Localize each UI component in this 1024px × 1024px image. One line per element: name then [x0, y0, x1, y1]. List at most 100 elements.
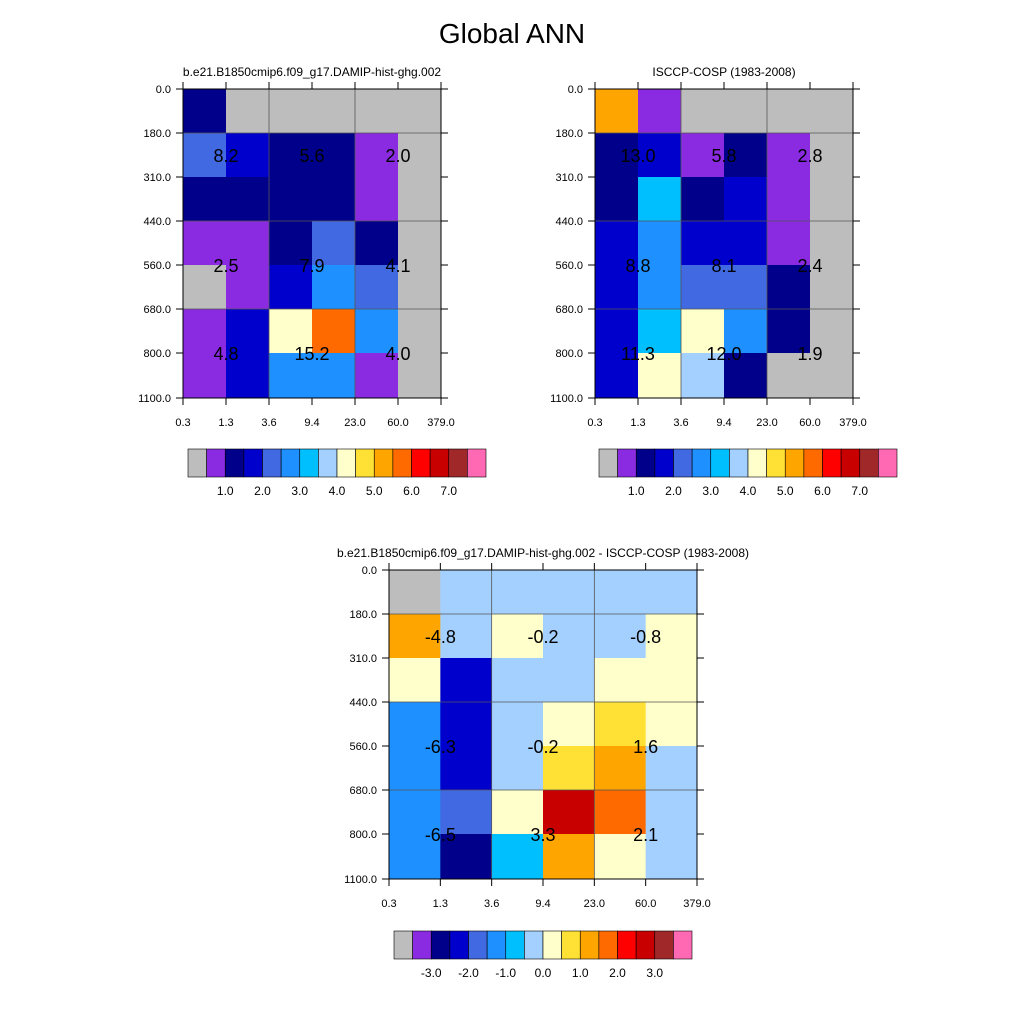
- colorbar-swatch: [411, 448, 431, 478]
- colorbar-label: 1.0: [628, 484, 645, 498]
- colorbar-swatch: [355, 448, 375, 478]
- x-tick-label: 60.0: [635, 898, 656, 910]
- data-label: 15.2: [294, 344, 329, 364]
- heatmap-cell: [724, 133, 768, 178]
- y-tick-label: 680.0: [349, 785, 377, 797]
- data-label: 13.0: [620, 146, 655, 166]
- heatmap-cell: [269, 221, 313, 266]
- colorbar-swatch: [299, 448, 319, 478]
- heatmap-cell: [595, 221, 639, 266]
- colorbar-swatch: [429, 448, 450, 478]
- heatmap-cell: [226, 89, 270, 134]
- heatmap-cell: [645, 746, 698, 791]
- x-tick-label: 60.0: [799, 417, 820, 429]
- colorbar-swatch: [505, 930, 525, 960]
- colorbar-swatch: [673, 930, 693, 960]
- colorbar-swatch: [524, 930, 544, 960]
- heatmap-cell: [269, 353, 313, 399]
- heatmap-cell: [389, 614, 441, 659]
- colorbar-label: 1.0: [572, 966, 589, 980]
- heatmap-cell: [638, 133, 682, 178]
- heatmap-cell: [810, 133, 854, 178]
- colorbar-swatch: [468, 930, 488, 960]
- heatmap-cell: [389, 834, 441, 880]
- colorbar-label: 2.0: [254, 484, 271, 498]
- data-label: 2.8: [797, 146, 822, 166]
- colorbar-swatch: [486, 930, 507, 960]
- chart-obs: ISCCP-COSP (1983-2008) 0.0 180.0 310.0 440.0…: [550, 65, 898, 498]
- colorbar-swatch: [654, 930, 674, 960]
- heatmap-cell: [681, 265, 725, 310]
- colorbar-swatch: [187, 448, 207, 478]
- y-tick-label: 680.0: [143, 304, 171, 316]
- x-tick-label: 1.3: [433, 898, 448, 910]
- heatmap-cell: [226, 353, 270, 399]
- x-tick-label: 3.6: [484, 898, 499, 910]
- heatmap-cell: [226, 133, 270, 178]
- heatmap-cell: [398, 353, 442, 399]
- heatmap-cell: [312, 89, 356, 134]
- heatmap-cell: [269, 309, 313, 354]
- heatmap-cell: [810, 309, 854, 354]
- colorbar-label: 5.0: [777, 484, 794, 498]
- colorbar-swatch: [449, 930, 469, 960]
- x-tick-label: 23.0: [756, 417, 777, 429]
- heatmap-cell: [543, 658, 595, 703]
- heatmap-cell: [767, 309, 811, 354]
- heatmap-cell: [440, 702, 493, 747]
- x-tick-label: 0.3: [175, 417, 190, 429]
- data-label: 8.1: [711, 256, 736, 276]
- heatmap-cell: [810, 353, 854, 399]
- data-label: 4.1: [385, 256, 410, 276]
- heatmap-cell: [312, 177, 356, 222]
- heatmap-cell: [645, 570, 698, 615]
- colorbar-label: 7.0: [440, 484, 457, 498]
- colorbar: 1.0 2.0 3.0 4.0 5.0 6.0 7.0: [598, 448, 898, 498]
- x-tick-label: 60.0: [387, 417, 408, 429]
- colorbar-swatch: [654, 448, 674, 478]
- heatmap-cell: [398, 221, 442, 266]
- colorbar-swatch: [392, 448, 412, 478]
- heatmap-cell: [767, 89, 811, 134]
- heatmap-cell: [681, 89, 725, 134]
- heatmap-cell: [312, 353, 356, 399]
- heatmap-cell: [226, 309, 270, 354]
- heatmap-cell: [491, 834, 544, 880]
- y-tick-label: 180.0: [143, 128, 171, 140]
- heatmap-cell: [491, 570, 544, 615]
- y-tick-label: 680.0: [555, 304, 583, 316]
- heatmap-cell: [594, 746, 647, 791]
- heatmap-cell: [638, 353, 682, 399]
- colorbar-swatch: [691, 448, 712, 478]
- heatmap-cell: [810, 177, 854, 222]
- heatmap-cell: [595, 177, 639, 222]
- chart-title: b.e21.B1850cmip6.f09_g17.DAMIP-hist-ghg.…: [337, 546, 749, 560]
- y-tick-label: 1100.0: [138, 393, 171, 405]
- data-label: -0.2: [527, 737, 558, 757]
- heatmap-cell: [638, 309, 682, 354]
- colorbar-label: 3.0: [291, 484, 308, 498]
- heatmap-cell: [724, 89, 768, 134]
- heatmap-cell: [645, 790, 698, 835]
- heatmap-cell: [440, 746, 493, 791]
- data-label: 8.8: [625, 256, 650, 276]
- data-label: 8.2: [213, 146, 238, 166]
- heatmap-cell: [312, 265, 356, 310]
- heatmap-cell: [491, 702, 544, 747]
- heatmap-cell: [183, 177, 227, 222]
- colorbar-label: 6.0: [403, 484, 420, 498]
- x-tick-label: 23.0: [344, 417, 365, 429]
- colorbar-label: -3.0: [421, 966, 442, 980]
- heatmap-cell: [543, 702, 595, 747]
- heatmap-cell: [724, 221, 768, 266]
- y-tick-label: 310.0: [349, 653, 377, 665]
- colorbar-swatch: [318, 448, 338, 478]
- heatmap-cell: [543, 790, 595, 835]
- y-tick-label: 800.0: [555, 348, 583, 360]
- heatmap-cell: [269, 89, 313, 134]
- heatmap-cell: [355, 265, 399, 310]
- heatmap-cell: [355, 309, 399, 354]
- data-label: 5.8: [711, 146, 736, 166]
- heatmap-cell: [355, 177, 399, 222]
- colorbar-swatch: [598, 448, 618, 478]
